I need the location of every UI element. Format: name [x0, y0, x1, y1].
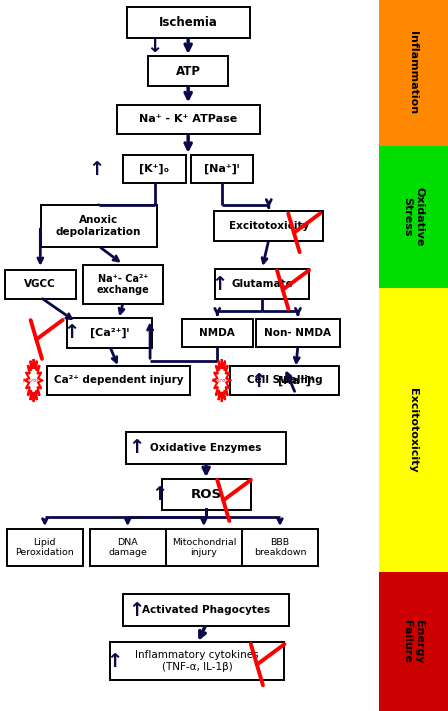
Text: Ischemia: Ischemia	[159, 16, 218, 29]
FancyBboxPatch shape	[148, 56, 228, 86]
Text: ↑: ↑	[88, 160, 104, 178]
FancyBboxPatch shape	[215, 269, 309, 299]
FancyBboxPatch shape	[110, 642, 284, 680]
Text: Inflammation: Inflammation	[408, 31, 418, 114]
Text: [Ca²⁺]ᴵ: [Ca²⁺]ᴵ	[90, 328, 129, 338]
Bar	[379, 288, 448, 572]
Bar	[379, 146, 448, 288]
Text: Excitotoxicity: Excitotoxicity	[408, 387, 418, 473]
Text: Non- NMDA: Non- NMDA	[264, 328, 332, 338]
FancyBboxPatch shape	[255, 319, 340, 347]
Polygon shape	[213, 359, 230, 402]
Text: NMDA: NMDA	[199, 328, 235, 338]
FancyBboxPatch shape	[124, 594, 289, 626]
FancyBboxPatch shape	[40, 205, 157, 247]
FancyBboxPatch shape	[7, 529, 83, 566]
Text: BBB
breakdown: BBB breakdown	[254, 538, 306, 557]
Text: VGCC: VGCC	[25, 279, 56, 289]
Text: Ca²⁺ dependent injury: Ca²⁺ dependent injury	[54, 375, 184, 385]
Polygon shape	[25, 359, 42, 402]
Text: [Na⁺]ᴵ: [Na⁺]ᴵ	[204, 164, 239, 174]
FancyBboxPatch shape	[83, 265, 164, 304]
Text: Lipid
Peroxidation: Lipid Peroxidation	[15, 538, 74, 557]
FancyBboxPatch shape	[127, 7, 250, 38]
Text: ↓: ↓	[146, 38, 163, 56]
Text: Activated Phagocytes: Activated Phagocytes	[142, 605, 270, 615]
FancyBboxPatch shape	[67, 318, 152, 348]
FancyBboxPatch shape	[124, 155, 186, 183]
Text: ↑: ↑	[211, 275, 228, 294]
FancyBboxPatch shape	[162, 479, 251, 510]
Bar	[379, 0, 448, 146]
FancyBboxPatch shape	[47, 366, 190, 395]
Text: Mitochondrial
injury: Mitochondrial injury	[172, 538, 236, 557]
Text: ↑: ↑	[64, 324, 80, 342]
Text: ↑: ↑	[129, 439, 145, 457]
FancyBboxPatch shape	[230, 366, 339, 395]
Text: Excitotoxicity: Excitotoxicity	[228, 221, 309, 231]
FancyBboxPatch shape	[258, 367, 333, 395]
Text: DNA
damage: DNA damage	[108, 538, 147, 557]
FancyBboxPatch shape	[182, 319, 253, 347]
FancyBboxPatch shape	[90, 529, 166, 566]
Text: Cell Swelling: Cell Swelling	[247, 375, 322, 385]
FancyBboxPatch shape	[4, 270, 76, 299]
Text: ↑: ↑	[106, 652, 122, 670]
Text: Inflammatory cytokines
(TNF-α, IL-1β): Inflammatory cytokines (TNF-α, IL-1β)	[135, 651, 259, 672]
Text: ROS: ROS	[190, 488, 222, 501]
Text: Anoxic
depolarization: Anoxic depolarization	[56, 215, 141, 237]
Text: Energy
Failure: Energy Failure	[402, 620, 424, 663]
Text: Necrosis: Necrosis	[23, 378, 44, 383]
Text: Na⁺- Ca²⁺
exchange: Na⁺- Ca²⁺ exchange	[97, 274, 150, 295]
FancyBboxPatch shape	[214, 211, 323, 241]
FancyBboxPatch shape	[116, 105, 259, 134]
Text: ATP: ATP	[176, 65, 201, 77]
Text: [K⁺]ₒ: [K⁺]ₒ	[139, 164, 170, 174]
Text: Na⁺ - K⁺ ATPase: Na⁺ - K⁺ ATPase	[139, 114, 237, 124]
FancyBboxPatch shape	[242, 529, 318, 566]
Bar	[379, 572, 448, 711]
FancyBboxPatch shape	[125, 432, 287, 464]
Text: ↑: ↑	[251, 372, 267, 390]
FancyBboxPatch shape	[191, 155, 253, 183]
Text: [Na⁺]ᴵ: [Na⁺]ᴵ	[278, 376, 313, 386]
Text: Glutamate: Glutamate	[231, 279, 293, 289]
Text: ↑: ↑	[129, 601, 145, 619]
Text: Necrosis: Necrosis	[211, 378, 232, 383]
Text: ↑: ↑	[151, 485, 167, 503]
Text: Oxidative Enzymes: Oxidative Enzymes	[151, 443, 262, 453]
Text: Oxidative
Stress: Oxidative Stress	[402, 187, 424, 247]
FancyBboxPatch shape	[166, 529, 242, 566]
